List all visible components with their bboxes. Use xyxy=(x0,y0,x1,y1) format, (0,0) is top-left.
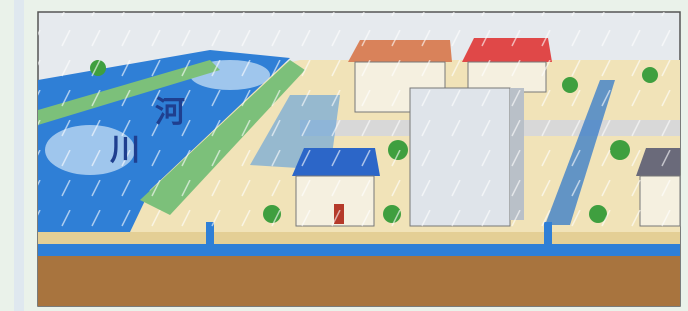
side-strip xyxy=(14,0,24,311)
page: 河 川 (() => { const data = JSON.parse(doc… xyxy=(0,0,688,311)
soil-top xyxy=(38,232,680,244)
flood-illustration: 河 川 xyxy=(0,0,688,311)
soil xyxy=(38,256,680,306)
rain xyxy=(38,12,680,232)
river-label: 河 xyxy=(155,95,185,130)
drain-pipe xyxy=(38,244,680,256)
river-label: 川 xyxy=(110,133,140,168)
